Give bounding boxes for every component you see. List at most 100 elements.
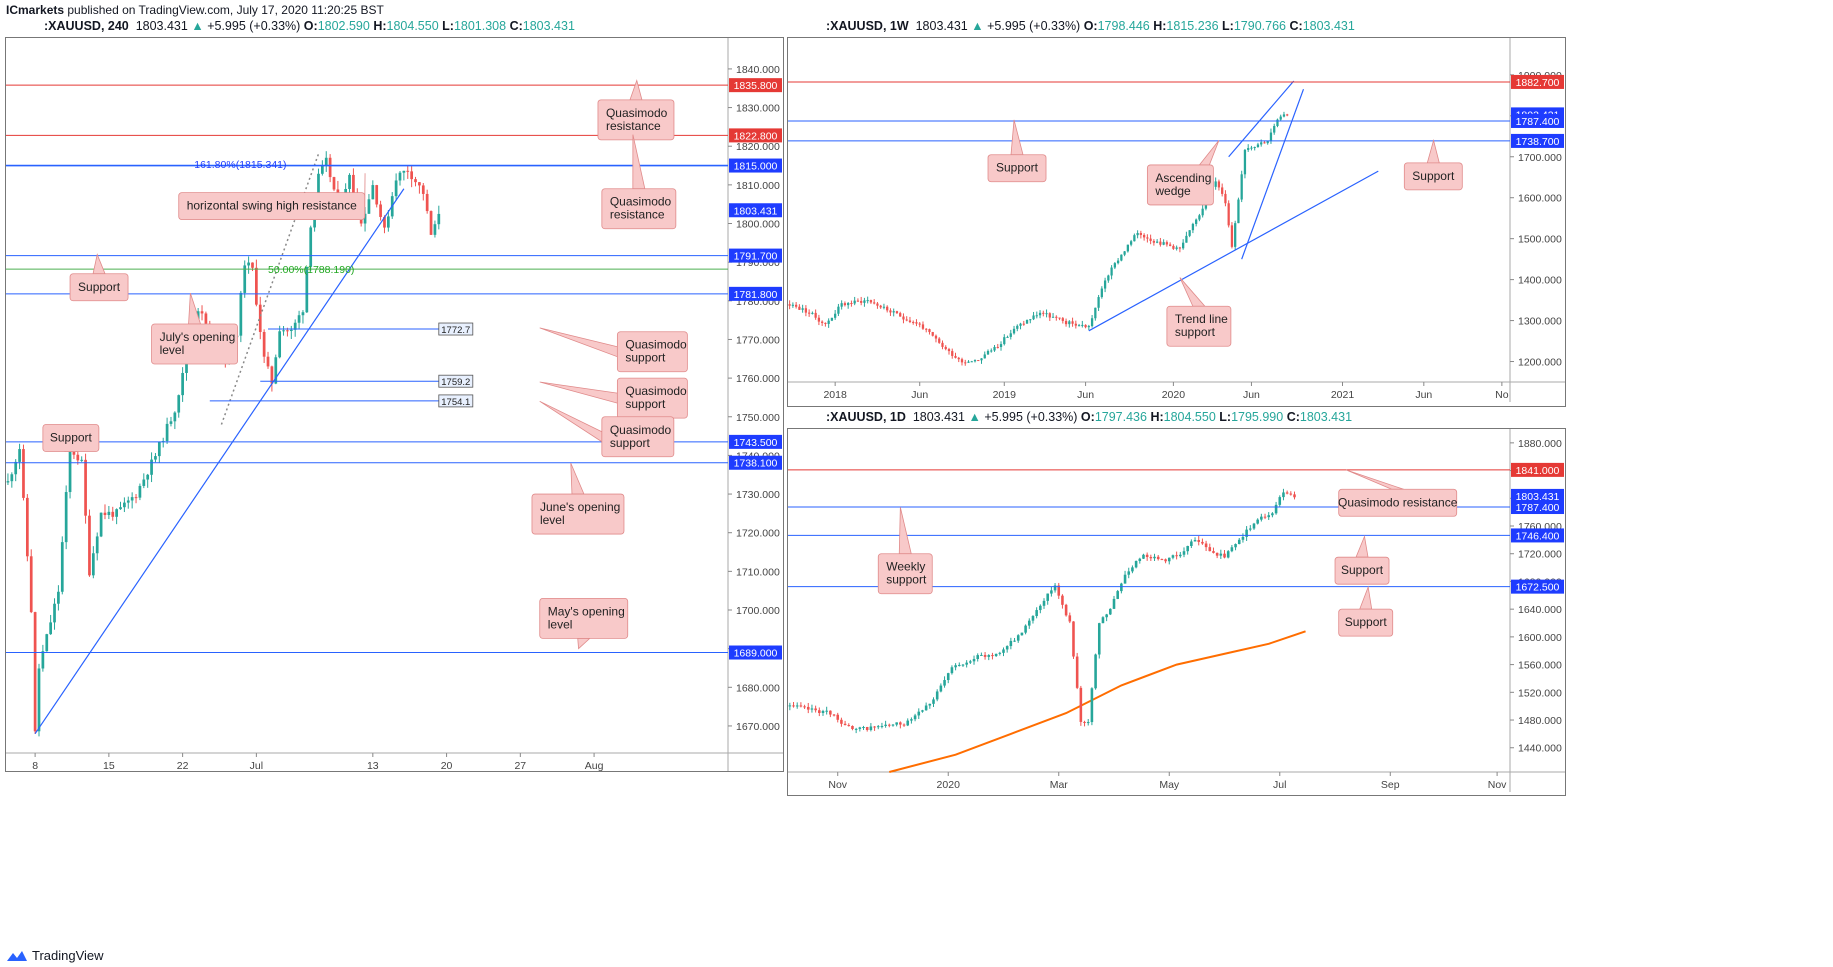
candle-body [1116,591,1119,599]
candle-body [941,342,944,347]
candle-body [406,170,410,172]
candle-body [266,356,270,367]
candle-body [1198,215,1201,220]
candle-body [1113,263,1116,268]
candle-body [1064,320,1068,325]
candle-body [970,361,973,363]
callout-annotation: Support [1403,138,1463,191]
candle-body [1201,541,1204,544]
candle-body [386,216,390,228]
candle-body [1282,492,1285,498]
candle-body [873,302,876,304]
candle-body [1055,316,1058,318]
candle-body [1179,554,1182,557]
candle-body [1048,313,1051,318]
candle-body [1160,559,1164,561]
price-label: 1787.400 [1516,116,1560,128]
candle-body [1195,219,1198,224]
candle-body [33,612,37,732]
candle-body [1116,260,1120,264]
trend-line [1241,88,1305,260]
callout-box [1166,305,1232,347]
price-label: 1672.500 [1516,582,1560,594]
y-tick-label: 1300.000 [1518,316,1562,328]
candle-body [150,459,153,475]
author-name[interactable]: ICmarkets [6,3,65,17]
candle-body [1243,149,1247,175]
candle-body [379,204,382,217]
chart-1w-svg[interactable]: 1900.0001800.0001700.0001600.0001500.000… [788,38,1565,406]
candle-body [84,459,87,516]
callout-pointer [1198,140,1220,166]
chart-title-1w: :XAUUSD, 1W 1803.431 ▲ +5.995 (+0.33%) O… [826,19,1355,33]
tradingview-footer[interactable]: TradingView [6,948,104,963]
candle-body [972,658,976,662]
candle-body [834,313,837,318]
candle-body [1256,144,1260,148]
candle-body [177,395,181,413]
candle-body [994,653,998,657]
callout-text: level [548,617,573,631]
callout-annotation: Support [42,424,100,452]
x-tick-label: No [1495,389,1509,401]
candle-body [847,725,851,727]
candle-body [791,304,795,306]
price-label: 1787.400 [1516,502,1560,514]
candle-body [811,312,814,314]
candle-body [1201,208,1204,216]
candle-body [1061,318,1064,321]
high-value: 1804.550 [386,19,439,33]
x-tick-label: 2020 [937,779,961,791]
candle-body [801,308,804,310]
callout-text: Support [50,430,93,444]
x-tick-label: 27 [514,760,526,771]
candle-body [95,536,99,554]
y-tick-label: 1480.000 [1518,715,1562,727]
candle-body [60,542,64,592]
candle-body [1016,635,1020,641]
candle-body [889,310,892,313]
last-price: 1803.431 [912,410,965,424]
candle-body [258,304,262,332]
candle-body [289,329,293,332]
candle-body [1068,321,1071,325]
candle-body [925,328,928,330]
candle-body [1159,241,1162,245]
price-label-box [729,158,782,173]
callout-box [178,192,366,220]
callout-text: Support [996,161,1039,175]
candle-body [943,680,946,686]
callout-pointer [539,381,618,404]
candle-body [297,315,301,323]
chart-panel-240[interactable]: 1840.000 1830.000 1820.000 1810.000 1800.000… [5,37,784,772]
candle-body [821,710,825,713]
candle-body [832,714,836,716]
candle-body [1191,223,1195,231]
candle-body [286,330,289,332]
candle-body [1032,315,1035,320]
candle-body [960,359,964,363]
candle-body [1250,147,1253,149]
candle-body [45,634,49,652]
chart-1d-svg[interactable]: 1880.0001840.0001800.0001760.0001720.000… [788,429,1565,795]
price-label: 1738.100 [734,458,778,470]
candle-body [1075,656,1079,688]
candle-body [873,726,876,728]
callout-text: Quasimodo [610,423,672,437]
candle-body [1221,187,1224,194]
price-label: 1815.000 [734,161,778,173]
chart-240-svg[interactable]: 1840.000 1830.000 1820.000 1810.000 1800.000… [6,38,783,771]
candle-body [830,317,834,321]
candle-body [1152,240,1156,243]
candle-body [91,553,95,576]
candle-body [1013,640,1016,642]
candle-body [993,346,996,351]
chart-panel-1w[interactable]: 1900.0001800.0001700.0001600.0001500.000… [787,37,1566,407]
y-tick-label: 1830.000 [736,103,780,115]
candle-body [429,211,433,235]
x-tick-label: 22 [177,760,189,771]
candle-body [906,720,910,726]
candle-body [1252,523,1256,529]
chart-panel-1d[interactable]: 1880.0001840.0001800.0001760.0001720.000… [787,428,1566,796]
candle-body [278,331,282,358]
